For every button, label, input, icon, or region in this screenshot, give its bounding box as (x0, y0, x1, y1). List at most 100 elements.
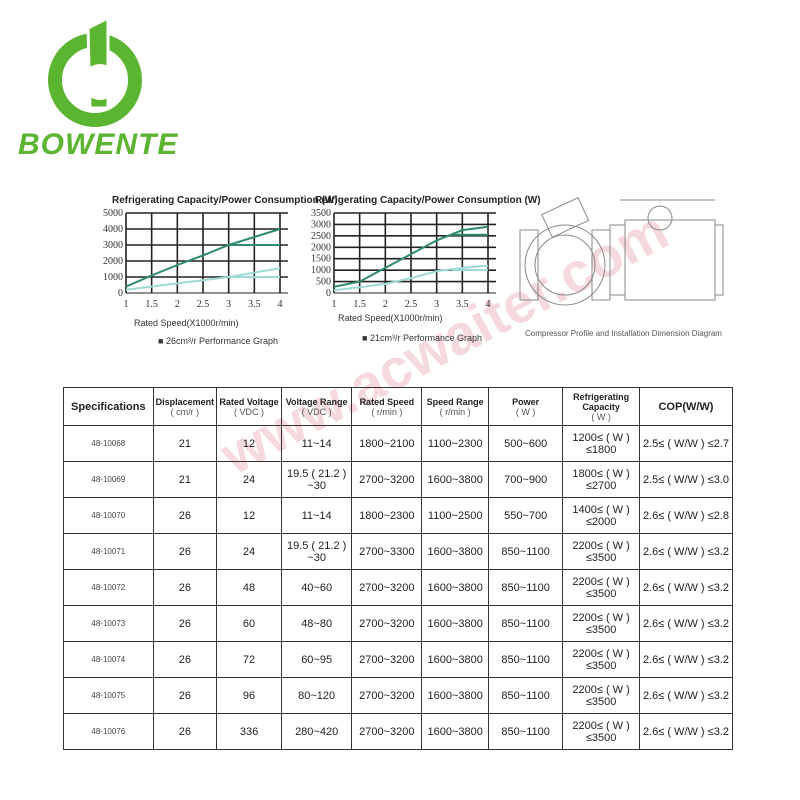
table-cell: 2.6≤ ( W/W ) ≤3.2 (638, 677, 734, 714)
table-cell: 2700~3200 (351, 605, 423, 642)
column-header-unit: ( VDC ) (234, 406, 265, 417)
chart1-xlabel: Rated Speed(X1000r/min) (134, 318, 239, 328)
table-row: 48-10072 26 48 40~60 2700~3200 1600~3800 850~1… (63, 569, 734, 606)
table-cell: 850~1100 (488, 533, 564, 570)
column-header-label: Specifications (71, 400, 146, 413)
column-header: Specifications (63, 387, 154, 426)
table-cell: 80~120 (280, 677, 353, 714)
column-header: Displacement( cm/r ) (152, 387, 218, 426)
y-tick-label: 500 (316, 277, 331, 288)
table-cell: 1100~2300 (421, 425, 490, 462)
y-tick-label: 2000 (103, 256, 123, 267)
table-cell: 2200≤ ( W ) ≤3500 (562, 641, 640, 678)
table-cell: 280~420 (280, 713, 353, 750)
table-cell: 11~14 (280, 425, 353, 462)
table-cell: 2700~3200 (351, 461, 423, 498)
table-cell: 48-10074 (63, 641, 154, 678)
x-tick-label: 2.5 (197, 299, 210, 310)
table-cell: 21 (152, 461, 218, 498)
table-cell: 48-10069 (63, 461, 154, 498)
table-cell: 2200≤ ( W ) ≤3500 (562, 677, 640, 714)
x-tick-label: 1.5 (145, 299, 158, 310)
table-cell: 19.5 ( 21.2 ) ~30 (280, 461, 353, 498)
x-tick-label: 3.5 (456, 299, 469, 310)
series-line (333, 225, 489, 288)
x-tick-label: 3.5 (248, 299, 260, 310)
table-row: 48-10071 26 24 19.5 ( 21.2 ) ~30 2700~3300 16… (63, 533, 734, 570)
x-tick-label: 4 (278, 299, 283, 310)
column-header: Rated Speed( r/min ) (351, 387, 423, 426)
y-tick-label: 3500 (311, 208, 331, 219)
table-cell: 60~95 (280, 641, 353, 678)
table-cell: 96 (216, 677, 282, 714)
y-tick-label: 2000 (311, 242, 331, 253)
column-header-unit: ( cm/r ) (170, 406, 200, 417)
x-tick-label: 1 (124, 299, 129, 310)
table-cell: 48-10073 (63, 605, 154, 642)
table-cell: 850~1100 (488, 641, 564, 678)
x-tick-label: 2.5 (405, 299, 418, 310)
table-cell: 1600~3800 (421, 533, 490, 570)
table-cell: 2.6≤ ( W/W ) ≤3.2 (638, 569, 734, 606)
column-header-unit: ( W ) (515, 406, 536, 417)
column-header-label: Rated Voltage (219, 396, 279, 407)
table-cell: 1100~2500 (421, 497, 490, 534)
table-cell: 48~80 (280, 605, 353, 642)
table-row: 48-10073 26 60 48~80 2700~3200 1600~3800 850~1… (63, 605, 734, 642)
y-tick-label: 1000 (311, 265, 331, 276)
table-cell: 24 (216, 533, 282, 570)
spec-table: Specifications Displacement( cm/r ) Rated … (63, 387, 734, 750)
table-cell: 336 (216, 713, 282, 750)
chart2-title: Refrigerating Capacity/Power Consumption… (315, 195, 541, 206)
table-cell: 26 (152, 677, 218, 714)
table-cell: 850~1100 (488, 713, 564, 750)
table-cell: 2.6≤ ( W/W ) ≤3.2 (638, 641, 734, 678)
chart2-caption: ■ 21cm³/r Performance Graph (362, 333, 482, 343)
table-row: 48-10075 26 96 80~120 2700~3200 1600~3800 850~… (63, 677, 734, 714)
table-cell: 48-10070 (63, 497, 154, 534)
table-cell: 1200≤ ( W ) ≤1800 (562, 425, 640, 462)
x-tick-label: 1.5 (353, 299, 366, 310)
table-cell: 700~900 (488, 461, 564, 498)
table-cell: 26 (152, 713, 218, 750)
table-cell: 2.5≤ ( W/W ) ≤2.7 (638, 425, 734, 462)
y-tick-label: 0 (118, 288, 123, 299)
column-header: Rated Voltage( VDC ) (216, 387, 282, 426)
column-header: Refrigerating Capacity( W ) (562, 387, 640, 426)
y-tick-label: 4000 (103, 224, 123, 235)
y-tick-label: 3000 (311, 219, 331, 230)
column-header-label: Power (512, 396, 540, 407)
table-cell: 48-10068 (63, 425, 154, 462)
table-cell: 48-10075 (63, 677, 154, 714)
table-cell: 1600~3800 (421, 461, 490, 498)
table-row: 48-10068 21 12 11~14 1800~2100 1100~2300 500~6… (63, 425, 734, 462)
table-cell: 1600~3800 (421, 605, 490, 642)
table-header-row: Specifications Displacement( cm/r ) Rated … (63, 387, 734, 426)
chart1-caption: ■ 26cm³/r Performance Graph (158, 336, 278, 346)
y-tick-label: 1000 (103, 272, 123, 283)
table-cell: 2200≤ ( W ) ≤3500 (562, 569, 640, 606)
y-tick-label: 0 (326, 288, 331, 299)
series-line (333, 264, 489, 292)
column-header-unit: ( r/min ) (439, 406, 471, 417)
table-cell: 2700~3300 (351, 533, 423, 570)
chart2-caption-text: 21cm³/r Performance Graph (369, 333, 482, 343)
table-cell: 19.5 ( 21.2 ) ~30 (280, 533, 353, 570)
x-tick-label: 3 (226, 299, 231, 310)
column-header: Speed Range( r/min ) (421, 387, 490, 426)
table-row: 48-10069 21 24 19.5 ( 21.2 ) ~30 2700~3200 16… (63, 461, 734, 498)
table-row: 48-10070 26 12 11~14 1800~2300 1100~2500 550~7… (63, 497, 734, 534)
table-cell: 1800~2300 (351, 497, 423, 534)
table-cell: 2200≤ ( W ) ≤3500 (562, 713, 640, 750)
column-header-label: Displacement (155, 396, 215, 407)
table-cell: 11~14 (280, 497, 353, 534)
diagram-caption: Compressor Profile and Installation Dime… (525, 329, 722, 338)
chart1: 0 1000 2000 3000 4000 5000 1 1.5 2 2.5 3 3.5 4 (103, 208, 288, 310)
brand-name: BOWENTE (18, 128, 179, 161)
table-cell: 1600~3800 (421, 569, 490, 606)
table-cell: 500~600 (488, 425, 564, 462)
table-cell: 2.6≤ ( W/W ) ≤3.2 (638, 533, 734, 570)
table-cell: 550~700 (488, 497, 564, 534)
table-cell: 26 (152, 533, 218, 570)
table-cell: 60 (216, 605, 282, 642)
